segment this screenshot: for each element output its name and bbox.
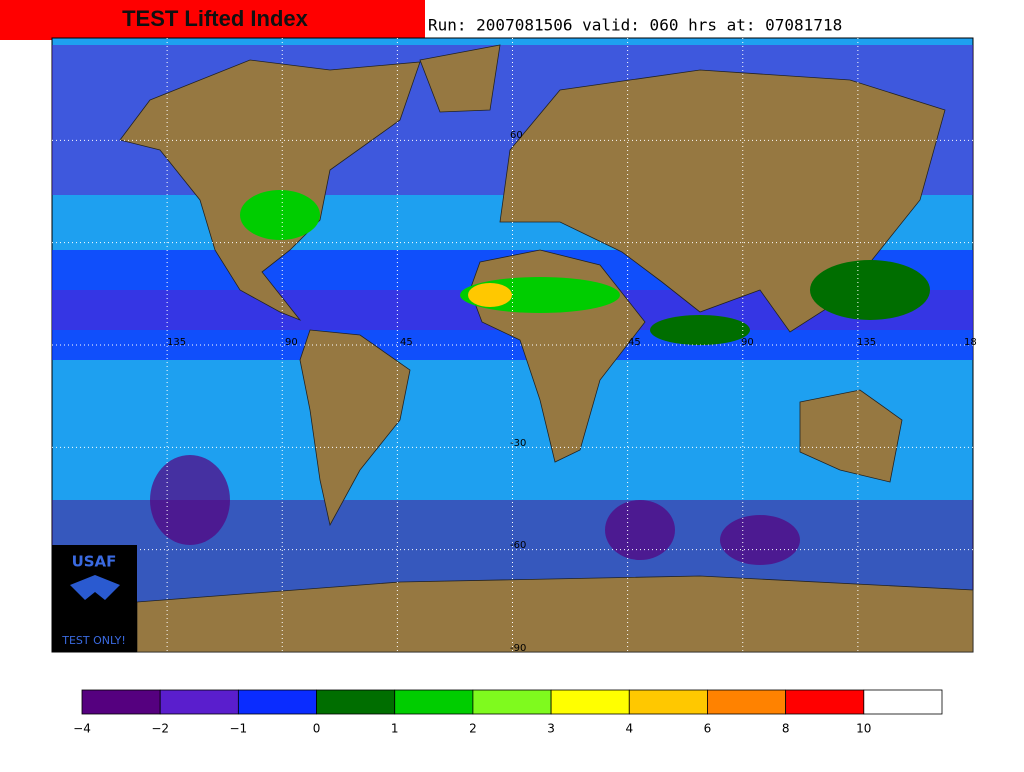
colorbar-label: 2 (469, 722, 477, 736)
colorbar-label: −2 (151, 722, 169, 736)
colorbar-label: −1 (230, 722, 248, 736)
north-america (119, 59, 421, 321)
lat-label: -30 (510, 438, 526, 449)
colorbar-label: 0 (313, 722, 321, 736)
field-patch (650, 315, 750, 345)
colorbar-swatch (707, 689, 787, 715)
colorbar-label: −4 (73, 722, 91, 736)
logo-wings (70, 575, 120, 600)
map: 135 90 45 45 90 135 18 60 -30 -60 -90 USAF TEST ON… (51, 37, 977, 654)
field-patch (810, 260, 930, 320)
colorbar-label: 6 (704, 722, 712, 736)
lon-label: 18 (964, 337, 977, 348)
colorbar-swatch (628, 689, 708, 715)
lat-label: -60 (510, 540, 526, 551)
graticule (52, 38, 973, 652)
colorbar: −4 −2 −1 0 1 2 3 4 6 8 10 (73, 689, 943, 736)
logo-text: USAF (72, 553, 117, 571)
australia (799, 389, 903, 483)
lat-label: -90 (510, 643, 526, 654)
colorbar-swatch (785, 689, 865, 715)
colorbar-label: 10 (856, 722, 871, 736)
colorbar-label: 8 (782, 722, 790, 736)
field-patch (240, 190, 320, 240)
south-america (299, 329, 411, 527)
colorbar-swatch (316, 689, 396, 715)
lon-label: 135 (167, 337, 186, 348)
colorbar-swatch (159, 689, 239, 715)
title-box (0, 0, 425, 40)
lon-label: 45 (400, 337, 413, 348)
field-patch (720, 515, 800, 565)
logo-note: TEST ONLY! (61, 634, 126, 647)
colorbar-swatch (550, 689, 630, 715)
lon-label: 90 (285, 337, 298, 348)
run-info: Run: 2007081506 valid: 060 hrs at: 07081… (428, 16, 842, 35)
colorbar-swatch (863, 689, 943, 715)
colorbar-swatch (81, 689, 161, 715)
colorbar-swatch (237, 689, 317, 715)
colorbar-swatch (472, 689, 552, 715)
field-patch (150, 455, 230, 545)
greenland (419, 44, 501, 113)
logo-box (52, 545, 137, 652)
field-patch (468, 283, 512, 307)
colorbar-label: 1 (391, 722, 399, 736)
colorbar-label: 3 (547, 722, 555, 736)
colorbar-label: 4 (625, 722, 633, 736)
graticule-labels: 135 90 45 45 90 135 18 60 -30 -60 -90 (167, 130, 977, 654)
lon-label: 90 (741, 337, 754, 348)
lon-label: 135 (857, 337, 876, 348)
lon-label: 45 (628, 337, 641, 348)
colorbar-swatch (394, 689, 474, 715)
title: TEST Lifted Index (122, 6, 309, 31)
lat-label: 60 (510, 130, 523, 141)
field-patch (605, 500, 675, 560)
